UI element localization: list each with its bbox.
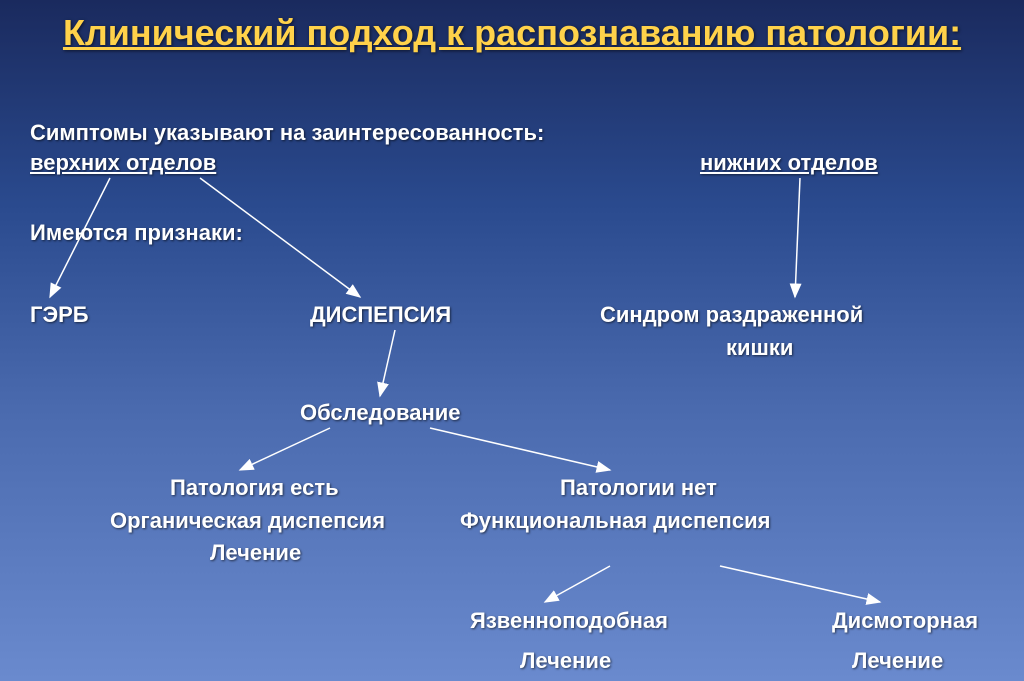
node-path-no: Патологии нет (560, 475, 717, 501)
node-gerb: ГЭРБ (30, 302, 89, 328)
node-exam: Обследование (300, 400, 461, 426)
node-treat1: Лечение (210, 540, 301, 566)
node-upper: верхних отделов (30, 150, 216, 176)
node-dyspepsia: ДИСПЕПСИЯ (310, 302, 451, 328)
node-treat2: Лечение (520, 648, 611, 674)
node-functional: Функциональная диспепсия (460, 508, 770, 534)
node-ibs2: кишки (726, 335, 793, 361)
node-dysmotor: Дисмоторная (832, 608, 978, 634)
slide-title: Клинический подход к распознаванию патол… (0, 0, 1024, 55)
node-lower: нижних отделов (700, 150, 878, 176)
node-path-yes: Патология есть (170, 475, 339, 501)
node-treat3: Лечение (852, 648, 943, 674)
node-ulcer: Язвенноподобная (470, 608, 668, 634)
title-text: Клинический подход к распознаванию патол… (63, 12, 961, 53)
node-organic: Органическая диспепсия (110, 508, 385, 534)
node-signs: Имеются признаки: (30, 220, 243, 246)
node-intro: Симптомы указывают на заинтересованность… (30, 120, 544, 146)
node-ibs1: Синдром раздраженной (600, 302, 863, 328)
arrows-layer (0, 0, 1024, 681)
